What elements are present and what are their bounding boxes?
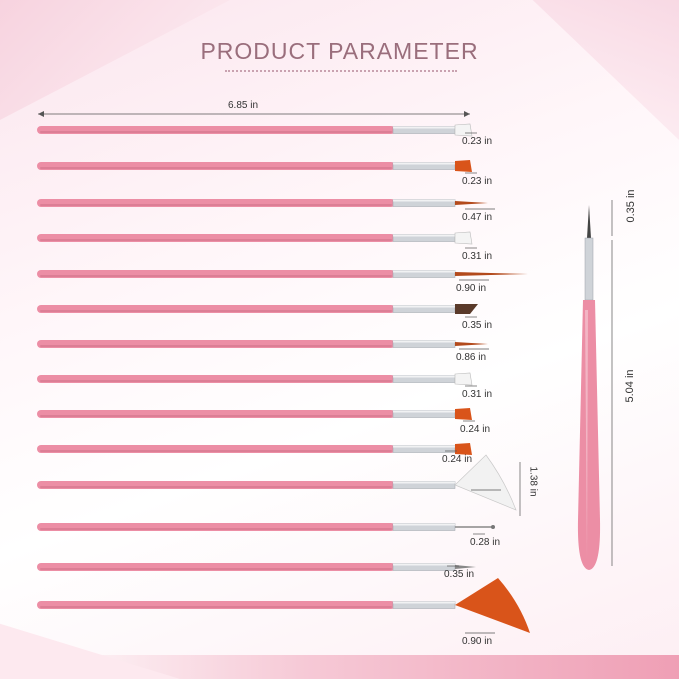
ferrule-highlight (393, 375, 455, 378)
brush-7 (37, 340, 489, 350)
brush-4 (37, 231, 477, 249)
brush-tip-flat-orange (455, 160, 472, 172)
ferrule-highlight (393, 410, 455, 413)
brush-handle (37, 445, 395, 453)
brush-tip-liner (455, 201, 488, 205)
brush-handle-shade (40, 131, 392, 133)
brush-handle-shade (40, 415, 392, 417)
brush-12 (37, 523, 495, 535)
brush-tip-flat-white (454, 123, 473, 137)
brush-9 (37, 408, 475, 422)
side-brush-handle (577, 300, 601, 570)
brush-handle (37, 523, 395, 531)
ferrule-highlight (393, 270, 455, 273)
brush-11 (37, 454, 517, 511)
brush-handle (37, 563, 395, 571)
side-brush-tip (587, 205, 591, 238)
brush-handle (37, 601, 395, 609)
arrow-head-right (464, 111, 470, 117)
brush-6 (37, 304, 478, 318)
brush-handle (37, 340, 395, 348)
brush-tip-short-liner (455, 565, 476, 569)
ferrule-highlight (393, 563, 455, 566)
brush-handle (37, 126, 395, 134)
brush-handle-shade (40, 486, 392, 488)
brush-tip-flat-orange (455, 443, 472, 455)
brush-size-label: 0.86 in (456, 352, 487, 363)
brush-size-label: 0.28 in (470, 537, 501, 548)
ferrule-highlight (393, 126, 455, 129)
ferrule-highlight (393, 199, 455, 202)
ferrule-highlight (393, 481, 455, 484)
brush-size-label: 0.31 in (462, 251, 493, 262)
brush-size-label: 0.35 in (444, 569, 475, 580)
arrow-head-left (38, 111, 44, 117)
side-brush-tip-length-label: 0.35 in (625, 189, 637, 223)
dotting-ball (491, 525, 495, 529)
ferrule-highlight (393, 601, 455, 604)
brush-handle (37, 199, 395, 207)
brush-tip-fan-orange (455, 578, 530, 633)
brush-size-label: 0.23 in (462, 136, 493, 147)
brush-size-label: 0.47 in (462, 212, 493, 223)
ferrule-highlight (393, 340, 455, 343)
brush-handle-shade (40, 275, 392, 277)
brush-tip-flat-white (454, 372, 473, 386)
brush-handle-shade (40, 239, 392, 241)
side-brush (577, 200, 613, 570)
brush-10 (37, 443, 472, 455)
side-brush-total-length-label: 5.04 in (624, 369, 636, 403)
brush-handle (37, 375, 395, 383)
brush-size-label: 0.24 in (442, 454, 473, 465)
ferrule-highlight (393, 162, 455, 165)
brush-5 (37, 270, 528, 281)
brush-14 (37, 578, 530, 634)
brush-handle-shade (40, 167, 392, 169)
brush-handle-shade (40, 345, 392, 347)
brush-handle (37, 162, 395, 170)
brush-size-label: 0.23 in (462, 176, 493, 187)
ferrule-highlight (393, 445, 455, 448)
brush-handle (37, 305, 395, 313)
brush-tip-angled (455, 304, 478, 314)
brush-tip-fan-white (454, 454, 517, 511)
brush-handle-shade (40, 568, 392, 570)
side-brush-ferrule (584, 237, 594, 301)
ferrule-highlight (393, 523, 455, 526)
brush-size-label: 1.38 in (527, 466, 539, 497)
brush-2 (37, 160, 477, 174)
brush-size-label: 0.35 in (462, 320, 493, 331)
side-brush-highlight (585, 310, 588, 560)
brush-handle-shade (40, 606, 392, 608)
ferrule-highlight (393, 305, 455, 308)
title-underline (225, 70, 457, 72)
brush-8 (37, 372, 477, 387)
brush-1 (37, 123, 477, 137)
brush-handle (37, 410, 395, 418)
brush-3 (37, 199, 495, 210)
brush-tip-flat-white (454, 231, 473, 245)
brush-handle (37, 270, 395, 278)
brush-handle (37, 234, 395, 242)
brush-handle-shade (40, 528, 392, 530)
brush-tip-long-liner (455, 272, 528, 276)
brush-tip-flat-orange (455, 408, 472, 420)
brush-size-label: 0.31 in (462, 389, 493, 400)
brush-size-label: 0.90 in (456, 283, 487, 294)
brush-size-label: 0.90 in (462, 636, 493, 647)
brush-handle-shade (40, 450, 392, 452)
overall-length-label: 6.85 in (228, 100, 259, 111)
brush-handle (37, 481, 395, 489)
brush-13 (37, 563, 476, 571)
page-title: PRODUCT PARAMETER (200, 38, 479, 64)
brush-size-label: 0.24 in (460, 424, 491, 435)
brush-handle-shade (40, 380, 392, 382)
brush-handle-shade (40, 310, 392, 312)
brush-tip-liner (455, 342, 488, 346)
brush-handle-shade (40, 204, 392, 206)
ferrule-highlight (393, 234, 455, 237)
